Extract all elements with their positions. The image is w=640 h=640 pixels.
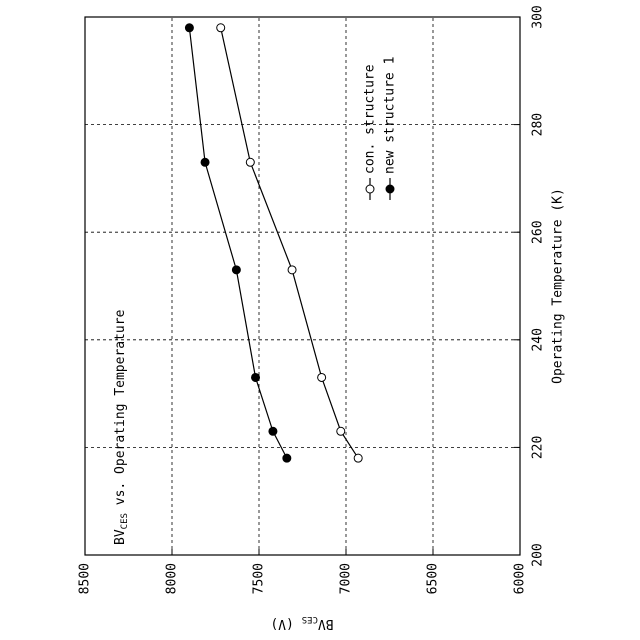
marker xyxy=(252,373,260,381)
legend-label: con. structure xyxy=(363,64,378,174)
chart: BVCES vs. Operating Temperature Operatin… xyxy=(0,0,640,640)
y-axis-label: BVCES (V) xyxy=(270,615,333,632)
series-line xyxy=(189,28,286,458)
title-part: vs. Operating Temperature xyxy=(113,309,128,513)
y-tick-label: 6000 xyxy=(513,563,528,594)
x-tick-label: 280 xyxy=(531,113,546,136)
x-tick-label: 200 xyxy=(531,543,546,566)
marker xyxy=(288,266,296,274)
marker xyxy=(269,427,277,435)
marker xyxy=(283,454,291,462)
title-subscript: CES xyxy=(120,513,130,529)
x-tick-label: 240 xyxy=(531,328,546,351)
marker xyxy=(246,158,254,166)
marker xyxy=(232,266,240,274)
marker xyxy=(185,24,193,32)
y-tick-label: 6500 xyxy=(426,563,441,594)
legend-label: new structure 1 xyxy=(383,57,398,174)
y-label-part: (V) xyxy=(270,617,301,632)
y-tick-label: 7000 xyxy=(339,563,354,594)
rotated-chart: BVCES vs. Operating Temperature Operatin… xyxy=(78,5,566,631)
marker xyxy=(217,24,225,32)
marker xyxy=(354,454,362,462)
marker xyxy=(337,427,345,435)
y-tick-label: 7500 xyxy=(252,563,267,594)
y-tick-label: 8000 xyxy=(165,563,180,594)
legend-marker xyxy=(386,185,394,193)
series-line xyxy=(221,28,358,458)
x-tick-label: 260 xyxy=(531,220,546,243)
y-label-part: BV xyxy=(318,617,334,632)
x-tick-label: 220 xyxy=(531,436,546,459)
y-label-subscript: CES xyxy=(302,615,318,625)
y-tick-label: 8500 xyxy=(78,563,93,594)
plot-frame xyxy=(85,17,520,555)
title-part: BV xyxy=(113,529,128,545)
page: BVCES vs. Operating Temperature Operatin… xyxy=(0,0,640,640)
x-tick-label: 300 xyxy=(531,5,546,28)
chart-title: BVCES vs. Operating Temperature xyxy=(113,309,130,545)
marker xyxy=(201,158,209,166)
marker xyxy=(318,373,326,381)
legend-marker xyxy=(366,185,374,193)
x-axis-label: Operating Temperature (K) xyxy=(551,188,566,384)
